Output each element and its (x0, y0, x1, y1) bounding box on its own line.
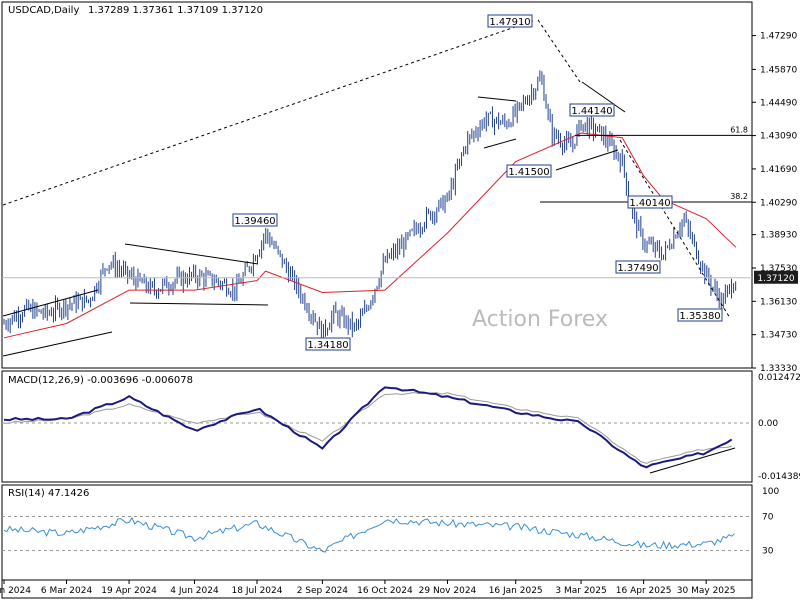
current-price-box (754, 270, 798, 284)
current-price-label: 1.37120 (757, 274, 794, 284)
price-tick-label: 1.47290 (760, 32, 797, 42)
time-tick-label: 4 Jun 2024 (170, 586, 219, 596)
rsi-title: RSI(14) 47.1426 (8, 488, 89, 499)
time-tick-label: 19 Apr 2024 (101, 586, 157, 596)
dashed-decline-2 (619, 139, 731, 319)
time-tick-label: 16 Apr 2025 (616, 586, 672, 596)
rsi-line (3, 516, 735, 553)
price-label: 1.47910 (489, 17, 530, 28)
macd-panel (1, 370, 753, 483)
macd-signal-line (4, 391, 732, 464)
wedge-bottom (483, 138, 517, 149)
dashed-decline (537, 19, 581, 83)
triangle-upper (124, 243, 259, 265)
triangle2-upper (581, 81, 626, 113)
macd-divergence-line (649, 447, 736, 474)
price-label-box (569, 103, 615, 117)
time-tick-label: 22 Jan 2024 (0, 586, 31, 596)
candles-group (3, 70, 737, 341)
price-label: 1.40140 (629, 198, 670, 209)
price-label: 1.39460 (234, 216, 275, 227)
channel-upper (2, 289, 99, 317)
time-tick-label: 3 Mar 2025 (555, 586, 606, 596)
watermark: Action Forex (472, 307, 608, 332)
macd-tick-label: -0.014389 (758, 472, 800, 482)
rsi-tick-label: 30 (762, 547, 774, 557)
macd-title: MACD(12,26,9) -0.003696 -0.006078 (8, 375, 193, 386)
time-tick-label: 16 Oct 2024 (357, 586, 413, 596)
price-label-box (506, 164, 552, 178)
triangle2-lower (555, 149, 619, 171)
time-tick-label: 2 Sep 2024 (297, 586, 349, 596)
macd-tick-label: 0.012472 (758, 373, 800, 383)
time-tick-label: 6 Mar 2024 (41, 586, 93, 596)
wedge-top (477, 96, 517, 102)
price-tick-label: 1.36130 (760, 297, 797, 307)
price-tick-label: 1.41690 (760, 165, 797, 175)
price-tick-label: 1.44490 (760, 98, 797, 108)
price-label-box (615, 260, 661, 274)
price-label: 1.44140 (571, 106, 612, 117)
macd-line (3, 386, 733, 469)
price-tick-label: 1.43090 (760, 132, 797, 142)
price-label: 1.41500 (508, 167, 549, 178)
moving-average-line (3, 132, 737, 339)
price-label-box (487, 14, 533, 28)
time-tick-label: 16 Jan 2025 (489, 586, 543, 596)
price-tick-label: 1.38930 (760, 231, 797, 241)
rsi-tick-label: 100 (762, 487, 779, 497)
price-label: 1.37490 (617, 263, 658, 274)
trendlines-group (2, 19, 736, 474)
triangle-lower (129, 302, 269, 306)
fib-label: 38.2 (730, 192, 748, 201)
time-tick-label: 30 May 2025 (677, 586, 736, 596)
price-label-box (677, 308, 723, 322)
price-tick-label: 1.37530 (760, 264, 797, 274)
price-label: 1.35380 (679, 311, 720, 322)
price-label: 1.34180 (307, 340, 348, 351)
time-tick-label: 18 Jul 2024 (232, 586, 283, 596)
price-label-box (232, 213, 278, 227)
channel-lower (2, 331, 113, 357)
price-label-box (627, 195, 673, 209)
time-axis (1, 579, 753, 599)
rsi-panel (1, 484, 753, 581)
price-tick-label: 1.34730 (760, 331, 797, 341)
fib-label: 61.8 (730, 125, 748, 134)
price-tick-label: 1.45870 (760, 65, 797, 75)
price-tick-label: 1.40290 (760, 198, 797, 208)
time-tick-label: 29 Nov 2024 (419, 586, 477, 596)
ohlc-readout: 1.37289 1.37361 1.37109 1.37120 (88, 5, 263, 16)
chart-title: USDCAD,Daily (8, 5, 79, 16)
macd-tick-label: 0.00 (758, 419, 778, 429)
price-label-box (305, 337, 351, 351)
rsi-tick-label: 70 (762, 513, 774, 523)
long-dashed-trendline (2, 19, 536, 206)
price-panel (1, 1, 753, 369)
price-tick-label: 1.33330 (760, 364, 797, 374)
